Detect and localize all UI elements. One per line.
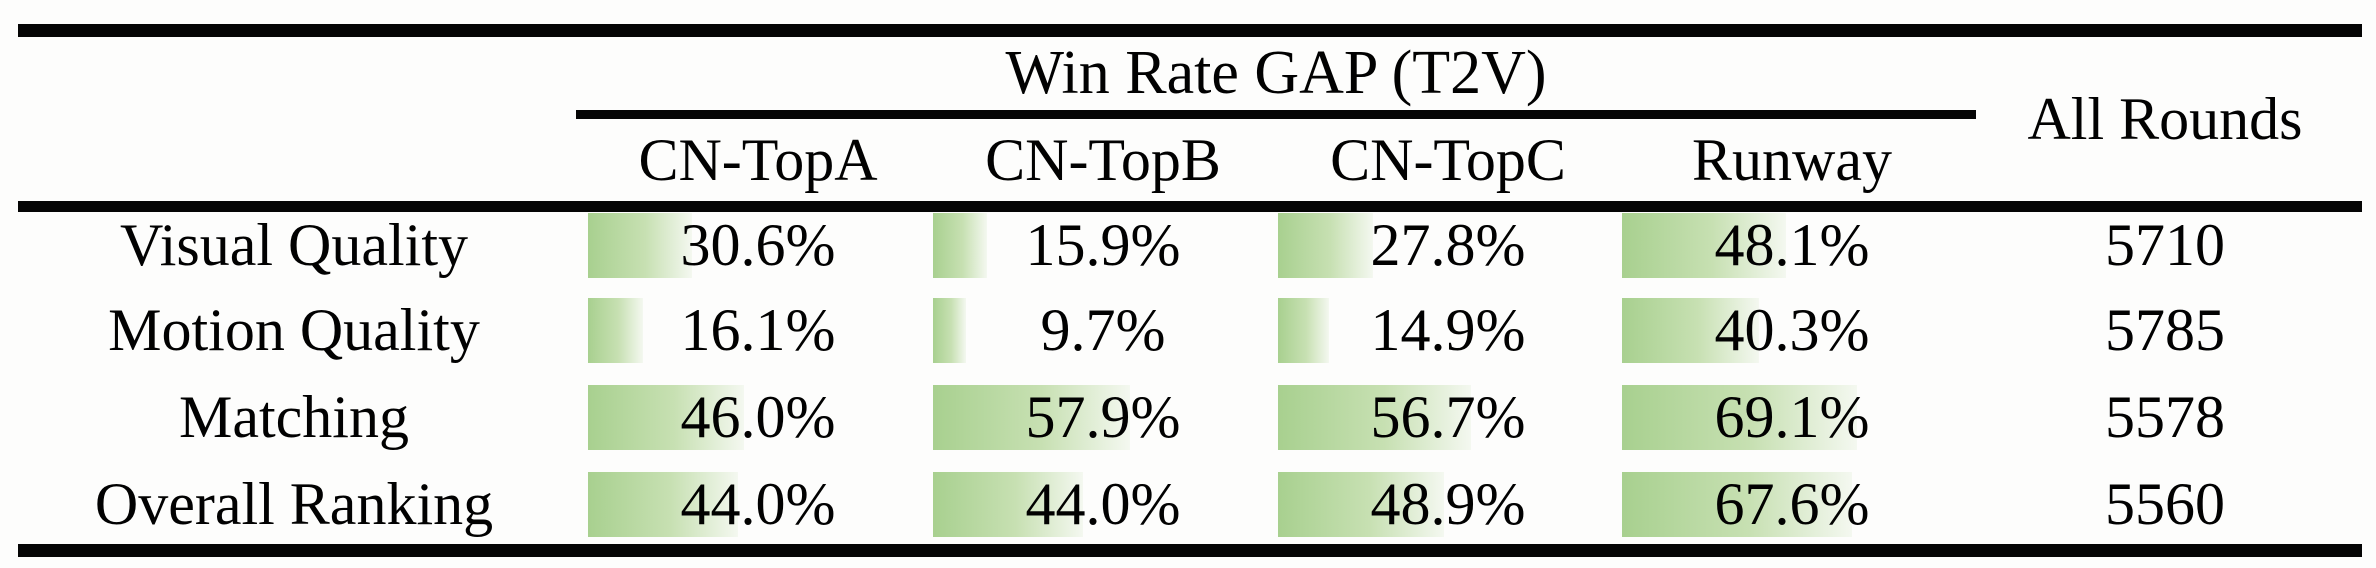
bottom-rule — [18, 544, 2362, 557]
top-rule — [18, 24, 2362, 37]
winrate-value: 44.0% — [1025, 471, 1181, 537]
winrate-cell: 30.6% — [588, 212, 928, 278]
table-row: Motion Quality 16.1% 9.7% 14.9% 40.3% 57… — [0, 297, 2376, 363]
winrate-cell: 48.1% — [1622, 212, 1962, 278]
all-rounds-value: 5560 — [2105, 471, 2225, 537]
winrate-cell: 40.3% — [1622, 297, 1962, 363]
winrate-cell: 67.6% — [1622, 471, 1962, 537]
winrate-value: 44.0% — [680, 471, 836, 537]
row-label: Overall Ranking — [94, 471, 494, 537]
data-bar — [1622, 472, 1852, 537]
column-header-cn-topa: CN-TopA — [638, 126, 878, 193]
data-bar — [933, 472, 1083, 537]
all-rounds-value: 5710 — [2105, 212, 2225, 278]
data-bar — [588, 213, 693, 278]
column-header-cn-topb: CN-TopB — [985, 126, 1221, 193]
table-row: Visual Quality 30.6% 15.9% 27.8% 48.1% 5… — [0, 212, 2376, 278]
row-label: Matching — [179, 384, 409, 450]
winrate-cell: 48.9% — [1278, 471, 1618, 537]
row-label: Motion Quality — [108, 297, 480, 363]
data-bar — [1622, 385, 1857, 450]
winrate-value: 67.6% — [1714, 471, 1870, 537]
all-rounds-value: 5578 — [2105, 384, 2225, 450]
winrate-value: 14.9% — [1370, 297, 1526, 363]
data-bar — [1278, 213, 1373, 278]
winrate-cell: 46.0% — [588, 384, 928, 450]
winrate-value: 69.1% — [1714, 384, 1870, 450]
data-bar — [1622, 298, 1760, 363]
winrate-cell: 56.7% — [1278, 384, 1618, 450]
header-separator-rule — [18, 201, 2362, 212]
data-bar — [588, 298, 643, 363]
winrate-cell: 15.9% — [933, 212, 1273, 278]
winrate-value: 27.8% — [1370, 212, 1526, 278]
column-header-all-rounds: All Rounds — [2027, 85, 2303, 152]
row-label: Visual Quality — [119, 212, 469, 278]
data-bar — [933, 298, 966, 363]
winrate-cell: 14.9% — [1278, 297, 1618, 363]
data-bar — [933, 213, 988, 278]
data-bar — [588, 385, 745, 450]
column-header-runway: Runway — [1692, 126, 1892, 193]
data-bar — [933, 385, 1130, 450]
winrate-value: 46.0% — [680, 384, 836, 450]
data-bar — [1278, 472, 1445, 537]
winrate-cell: 27.8% — [1278, 212, 1618, 278]
winrate-cell: 44.0% — [933, 471, 1273, 537]
winrate-cell: 44.0% — [588, 471, 928, 537]
all-rounds-value: 5785 — [2105, 297, 2225, 363]
table-row: Overall Ranking 44.0% 44.0% 48.9% 67.6% … — [0, 471, 2376, 537]
winrate-value: 57.9% — [1025, 384, 1181, 450]
group-header-rule — [576, 110, 1976, 119]
data-bar — [588, 472, 738, 537]
winrate-value: 9.7% — [1040, 297, 1166, 363]
winrate-value: 48.9% — [1370, 471, 1526, 537]
data-bar — [1278, 298, 1329, 363]
winrate-value: 30.6% — [680, 212, 836, 278]
table-row: Matching 46.0% 57.9% 56.7% 69.1% 5578 — [0, 384, 2376, 450]
data-bar — [1278, 385, 1471, 450]
winrate-value: 56.7% — [1370, 384, 1526, 450]
data-bar — [1622, 213, 1786, 278]
winrate-cell: 16.1% — [588, 297, 928, 363]
table-title: Win Rate GAP (T2V) — [1005, 39, 1547, 107]
winrate-cell: 69.1% — [1622, 384, 1962, 450]
winrate-cell: 9.7% — [933, 297, 1273, 363]
winrate-cell: 57.9% — [933, 384, 1273, 450]
winrate-value: 15.9% — [1025, 212, 1181, 278]
winrate-value: 16.1% — [680, 297, 836, 363]
winrate-value: 48.1% — [1714, 212, 1870, 278]
winrate-value: 40.3% — [1714, 297, 1870, 363]
column-header-cn-topc: CN-TopC — [1330, 126, 1566, 193]
